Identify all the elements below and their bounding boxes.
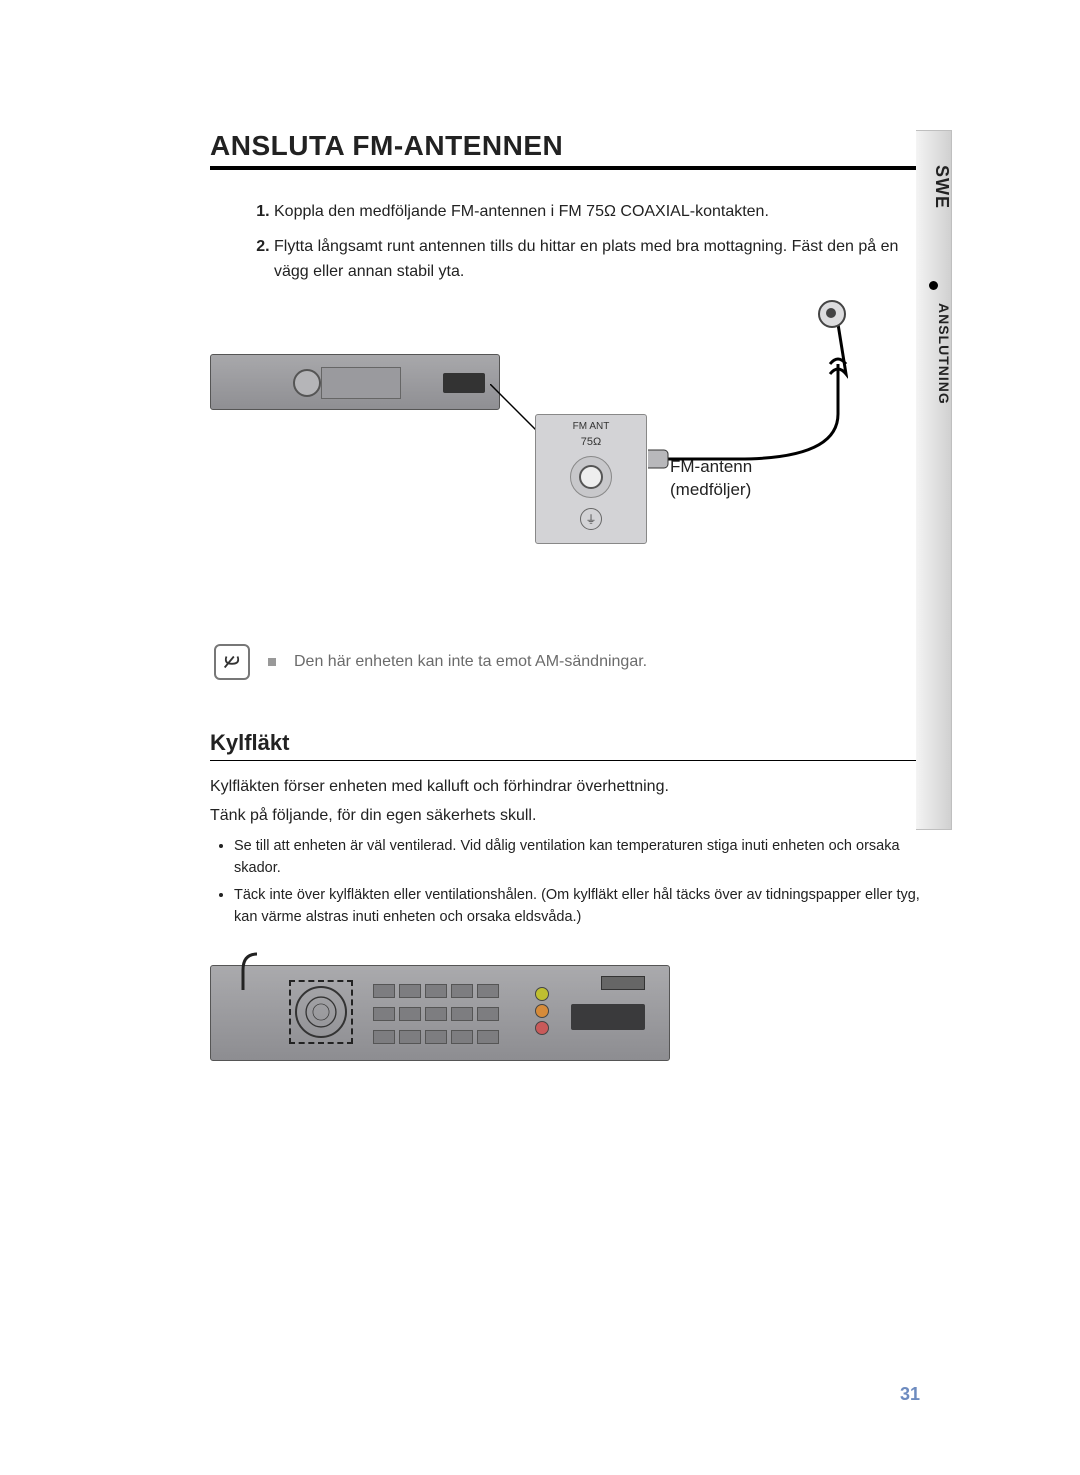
- speaker-ports-icon: [371, 982, 521, 1042]
- note-icon: [214, 644, 250, 680]
- note-text: Den här enheten kan inte ta emot AM-sänd…: [294, 653, 647, 671]
- page-number: 31: [900, 1384, 920, 1405]
- power-switch-icon: [601, 976, 645, 990]
- note-row: Den här enheten kan inte ta emot AM-sänd…: [210, 644, 920, 680]
- callout-jack-label: 75Ω: [536, 436, 646, 448]
- rear-panel-diagram: [210, 955, 920, 1085]
- note-bullet-icon: [268, 658, 276, 666]
- step-item: Flytta långsamt runt antennen tills du h…: [274, 235, 920, 285]
- side-tab-section: ANSLUTNING: [916, 303, 952, 405]
- av-jacks-icon: [535, 984, 549, 1038]
- side-tab-lang: SWE: [916, 165, 952, 209]
- section-title: ANSLUTA FM-ANTENNEN: [210, 130, 920, 162]
- rule-double: [210, 166, 920, 170]
- side-tab-bullet-icon: [929, 281, 938, 290]
- antenna-label-line1: FM-antenn: [670, 456, 752, 479]
- fm-antenna-diagram: FM ANT 75Ω ⏚ FM-antenn (medföljer): [210, 304, 920, 614]
- step-item: Koppla den medföljande FM-antennen i FM …: [274, 200, 920, 225]
- fan-icon: [289, 980, 353, 1044]
- steps-list: Koppla den medföljande FM-antennen i FM …: [210, 200, 920, 284]
- bullet-item: Täck inte över kylfläkten eller ventilat…: [234, 884, 920, 929]
- body-text: Kylfläkten förser enheten med kalluft oc…: [210, 775, 920, 800]
- callout-title: FM ANT: [536, 421, 646, 432]
- sub-title: Kylfläkt: [210, 730, 920, 756]
- device-slot-icon: [443, 373, 485, 393]
- fm-ant-callout: FM ANT 75Ω ⏚: [535, 414, 647, 544]
- scart-port-icon: [571, 1004, 645, 1030]
- rule-single: [210, 760, 920, 761]
- device-dial-icon: [293, 369, 321, 397]
- device-front-illustration: [210, 354, 500, 410]
- coax-port-icon: [570, 456, 612, 498]
- device-panel-icon: [321, 367, 401, 399]
- antenna-label: FM-antenn (medföljer): [670, 456, 752, 502]
- manual-page: SWE ANSLUTNING ANSLUTA FM-ANTENNEN Koppl…: [0, 0, 1080, 1475]
- antenna-label-line2: (medföljer): [670, 479, 752, 502]
- device-rear-illustration: [210, 965, 670, 1061]
- power-cord-icon: [223, 950, 263, 990]
- bullet-item: Se till att enheten är väl ventilerad. V…: [234, 835, 920, 880]
- body-text: Tänk på följande, för din egen säkerhets…: [210, 804, 920, 829]
- side-tab: SWE ANSLUTNING: [916, 130, 952, 830]
- aux-port-icon: ⏚: [580, 508, 602, 530]
- safety-bullets: Se till att enheten är väl ventilerad. V…: [210, 835, 920, 929]
